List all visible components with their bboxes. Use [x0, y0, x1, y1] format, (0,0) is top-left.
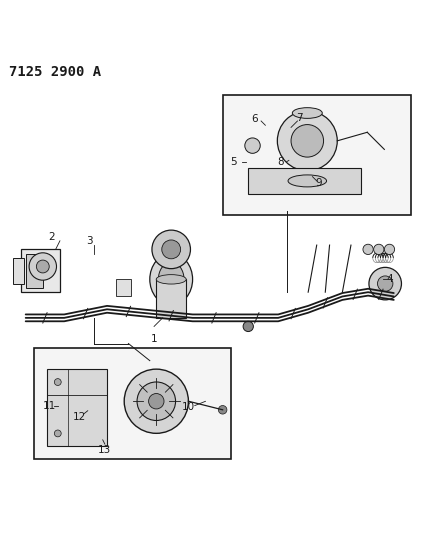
Bar	[26, 254, 43, 288]
Text: 2: 2	[48, 231, 55, 241]
Ellipse shape	[156, 274, 186, 284]
Text: 4: 4	[386, 274, 393, 284]
Bar	[156, 279, 186, 318]
Circle shape	[384, 244, 395, 255]
Circle shape	[54, 430, 61, 437]
Bar	[116, 279, 131, 296]
Bar	[34, 348, 231, 459]
Circle shape	[36, 260, 49, 273]
Text: 3: 3	[86, 236, 93, 246]
Text: 7125 2900 A: 7125 2900 A	[9, 66, 101, 79]
Circle shape	[137, 382, 175, 421]
Bar	[223, 95, 411, 215]
Circle shape	[377, 276, 393, 292]
Ellipse shape	[288, 175, 327, 187]
Bar	[21, 249, 60, 292]
Text: 12: 12	[73, 412, 86, 422]
Circle shape	[124, 369, 188, 433]
Circle shape	[218, 406, 227, 414]
Circle shape	[245, 138, 260, 154]
Bar	[248, 168, 361, 193]
Text: 1: 1	[151, 334, 158, 344]
Text: 7: 7	[296, 112, 303, 123]
Circle shape	[152, 230, 190, 269]
Text: 13: 13	[98, 445, 111, 455]
Bar	[13, 258, 24, 284]
Circle shape	[149, 393, 164, 409]
Ellipse shape	[158, 262, 184, 296]
Text: 10: 10	[182, 402, 195, 412]
Circle shape	[363, 244, 373, 255]
Circle shape	[277, 111, 337, 171]
Circle shape	[243, 321, 253, 332]
Text: 5: 5	[230, 157, 237, 167]
Text: 6: 6	[251, 114, 258, 124]
Circle shape	[291, 125, 324, 157]
Circle shape	[374, 244, 384, 255]
Text: 8: 8	[277, 157, 284, 167]
Bar	[47, 369, 107, 446]
Circle shape	[29, 253, 56, 280]
Circle shape	[54, 378, 61, 385]
Circle shape	[162, 240, 181, 259]
Ellipse shape	[292, 108, 322, 118]
Ellipse shape	[150, 254, 193, 305]
Circle shape	[369, 268, 401, 300]
Text: 11: 11	[43, 401, 56, 410]
Text: 9: 9	[315, 178, 322, 188]
